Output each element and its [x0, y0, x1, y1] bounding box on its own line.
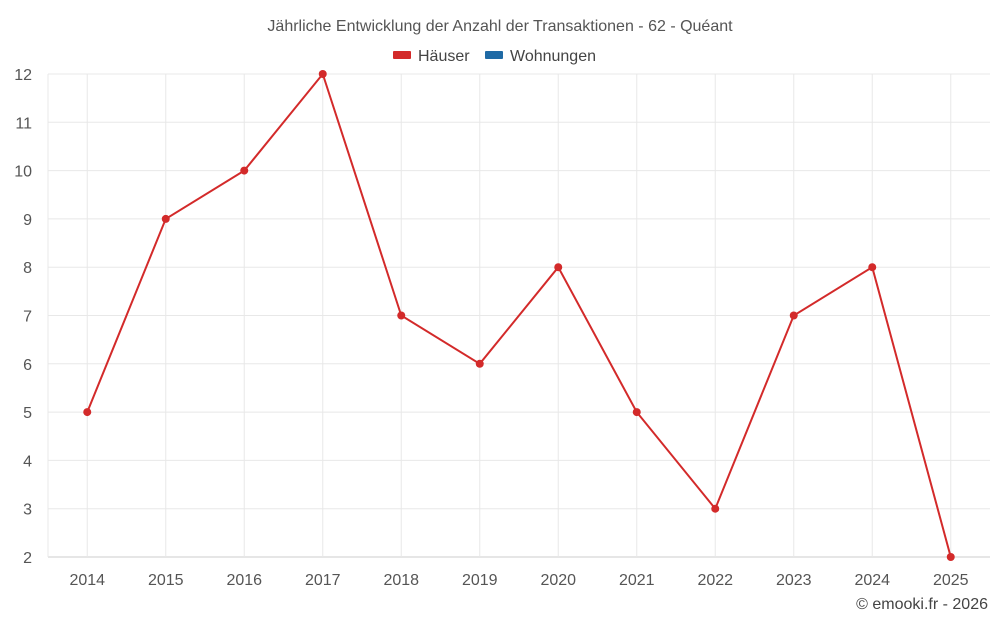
- y-tick-label: 5: [23, 405, 32, 422]
- data-point[interactable]: [868, 263, 877, 272]
- chart-title: Jährliche Entwicklung der Anzahl der Tra…: [267, 18, 733, 35]
- data-point[interactable]: [554, 263, 563, 272]
- legend-item-wohnungen[interactable]: Wohnungen: [485, 48, 596, 65]
- data-point[interactable]: [240, 166, 249, 175]
- x-tick-label: 2021: [619, 572, 655, 589]
- x-tick-label: 2018: [383, 572, 419, 589]
- x-tick-label: 2019: [462, 572, 498, 589]
- data-point[interactable]: [397, 311, 406, 320]
- y-tick-label: 12: [14, 67, 32, 84]
- data-point[interactable]: [475, 359, 484, 368]
- y-tick-label: 2: [23, 550, 32, 567]
- legend: Häuser Wohnungen: [393, 48, 596, 65]
- x-tick-label: 2014: [69, 572, 105, 589]
- x-axis: 2014 2015 2016 2017 2018 2019 2020 2021 2022 2023…: [69, 572, 968, 589]
- y-tick-label: 10: [14, 164, 32, 181]
- y-axis: 2 3 4 5 6 7 8 9 10 11 12: [14, 67, 32, 567]
- data-point[interactable]: [318, 70, 327, 78]
- y-tick-label: 4: [23, 453, 32, 470]
- x-tick-label: 2024: [854, 572, 890, 589]
- x-tick-label: 2020: [540, 572, 576, 589]
- data-point[interactable]: [711, 504, 720, 513]
- x-tick-label: 2025: [933, 572, 969, 589]
- credit-text: © emooki.fr - 2026: [856, 596, 988, 613]
- y-tick-label: 6: [23, 357, 32, 374]
- series: [83, 70, 955, 561]
- legend-label-wohnungen: Wohnungen: [510, 48, 596, 65]
- data-point[interactable]: [83, 408, 92, 417]
- data-point[interactable]: [161, 214, 170, 223]
- x-tick-label: 2022: [697, 572, 733, 589]
- y-tick-label: 11: [15, 115, 32, 132]
- y-tick-label: 8: [23, 260, 32, 277]
- data-point[interactable]: [946, 553, 955, 561]
- y-tick-label: 9: [23, 212, 32, 229]
- data-point[interactable]: [789, 311, 798, 320]
- x-tick-label: 2015: [148, 572, 184, 589]
- x-tick-label: 2017: [305, 572, 341, 589]
- legend-label-hauser: Häuser: [418, 48, 470, 65]
- grid: [47, 73, 990, 558]
- data-point[interactable]: [632, 408, 641, 417]
- x-tick-label: 2016: [226, 572, 262, 589]
- y-tick-label: 3: [23, 502, 32, 519]
- series-line-0: [86, 71, 952, 558]
- legend-item-hauser[interactable]: Häuser: [393, 48, 470, 65]
- legend-swatch-hauser: [393, 51, 411, 59]
- x-tick-label: 2023: [776, 572, 812, 589]
- legend-swatch-wohnungen: [485, 51, 503, 59]
- y-tick-label: 7: [23, 309, 32, 326]
